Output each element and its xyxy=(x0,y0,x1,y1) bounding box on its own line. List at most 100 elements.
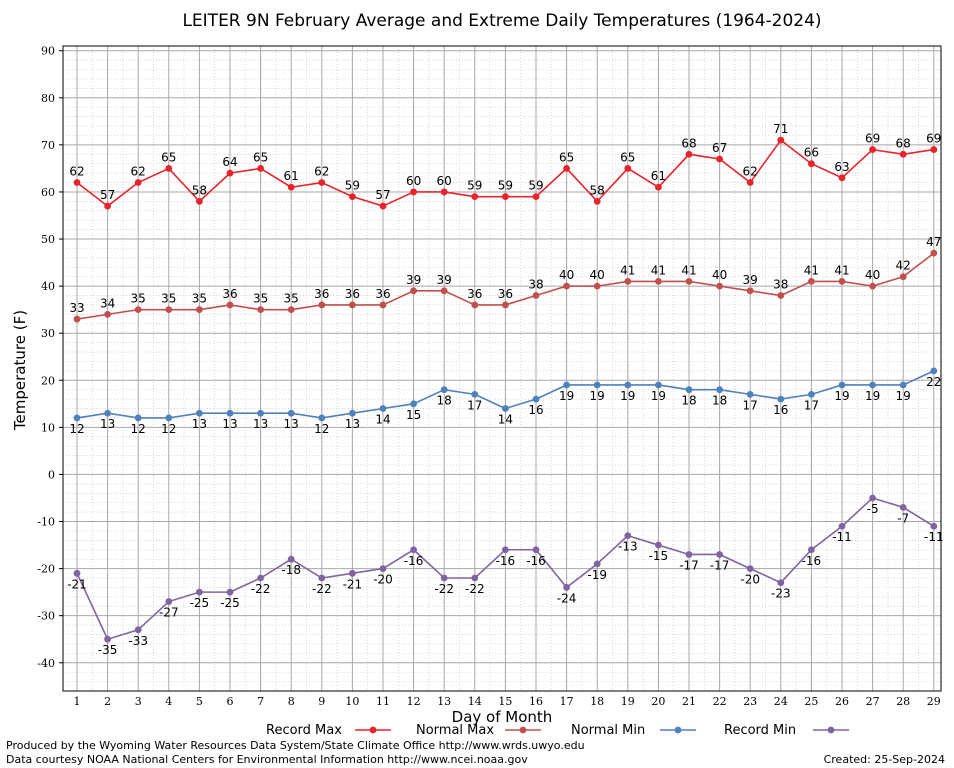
y-tick-label: 70 xyxy=(41,139,55,152)
footer-created-date: Created: 25-Sep-2024 xyxy=(824,753,945,766)
data-label-record-min: -13 xyxy=(618,540,638,554)
data-point-normal-max xyxy=(685,278,693,285)
data-point-normal-max xyxy=(593,282,601,290)
data-label-normal-min: 19 xyxy=(559,389,574,403)
x-tick-label: 14 xyxy=(468,695,482,708)
y-tick-label: 40 xyxy=(41,280,55,293)
data-point-normal-max xyxy=(379,301,387,309)
data-label-record-min: -33 xyxy=(128,634,148,648)
data-label-normal-max: 36 xyxy=(314,287,329,301)
data-label-normal-min: 13 xyxy=(192,417,207,431)
data-point-normal-min xyxy=(318,414,326,422)
data-point-normal-min xyxy=(349,409,356,417)
data-label-normal-max: 42 xyxy=(896,259,911,273)
data-point-record-max xyxy=(257,165,264,172)
data-label-normal-max: 41 xyxy=(834,263,849,277)
x-tick-label: 28 xyxy=(896,695,910,708)
data-label-normal-max: 36 xyxy=(375,287,390,301)
y-tick-label: 20 xyxy=(41,374,55,387)
data-label-record-max: 69 xyxy=(926,132,941,146)
data-label-normal-max: 40 xyxy=(865,268,880,282)
data-label-record-max: 67 xyxy=(712,141,727,155)
data-label-record-min: -17 xyxy=(710,558,730,572)
data-point-record-min xyxy=(593,560,601,568)
plot-frame xyxy=(62,45,942,692)
data-point-record-max xyxy=(716,155,723,163)
data-point-normal-min xyxy=(838,381,846,389)
data-point-normal-max xyxy=(440,287,448,295)
data-point-record-max xyxy=(838,174,846,182)
data-point-record-max xyxy=(532,193,540,201)
data-point-normal-max xyxy=(655,278,662,285)
data-point-normal-min xyxy=(379,405,387,412)
x-tick-label: 18 xyxy=(590,695,604,708)
x-tick-label: 17 xyxy=(560,695,574,708)
data-label-record-max: 57 xyxy=(100,188,115,202)
data-point-record-min xyxy=(746,565,754,572)
data-label-record-max: 62 xyxy=(743,165,758,179)
data-point-normal-max xyxy=(287,306,295,314)
data-label-normal-min: 19 xyxy=(896,389,911,403)
data-label-normal-max: 40 xyxy=(712,268,727,282)
y-tick-label: 50 xyxy=(41,233,55,246)
data-label-record-max: 59 xyxy=(528,179,543,193)
data-point-record-min xyxy=(502,546,509,554)
data-label-normal-min: 18 xyxy=(437,394,452,408)
data-label-record-min: -7 xyxy=(897,511,909,525)
data-label-record-max: 60 xyxy=(437,174,452,188)
data-label-record-max: 62 xyxy=(69,165,84,179)
x-tick-label: 25 xyxy=(804,695,818,708)
data-label-normal-min: 13 xyxy=(100,417,115,431)
legend-marker-record-min xyxy=(827,726,835,734)
data-point-record-min xyxy=(287,555,295,563)
data-point-record-min xyxy=(808,546,815,554)
y-tick-label: -10 xyxy=(37,516,55,529)
y-tick-label: -30 xyxy=(37,610,55,623)
data-point-normal-max xyxy=(869,282,876,290)
legend-label-normal-min: Normal Min xyxy=(571,723,645,738)
data-label-normal-max: 33 xyxy=(69,301,84,315)
data-point-record-max xyxy=(440,188,448,196)
data-label-record-max: 65 xyxy=(253,150,268,164)
legend-marker-record-max xyxy=(369,726,377,734)
data-point-record-min xyxy=(410,546,417,554)
data-point-normal-max xyxy=(716,282,723,290)
legend-marker-normal-min xyxy=(674,726,682,734)
data-label-normal-max: 40 xyxy=(590,268,605,282)
data-point-record-max xyxy=(73,179,81,186)
data-label-normal-min: 12 xyxy=(314,422,329,436)
data-point-normal-min xyxy=(471,390,479,398)
data-point-normal-max xyxy=(930,249,938,257)
x-axis-label: Day of Month xyxy=(452,708,553,726)
x-tick-label: 5 xyxy=(196,695,203,708)
x-tick-label: 21 xyxy=(682,695,696,708)
data-label-record-min: -16 xyxy=(526,554,546,568)
data-point-normal-max xyxy=(73,315,81,323)
data-label-normal-min: 18 xyxy=(681,394,696,408)
data-label-normal-min: 19 xyxy=(651,389,666,403)
data-label-normal-min: 13 xyxy=(222,417,237,431)
data-point-record-max xyxy=(563,165,570,172)
data-label-record-max: 58 xyxy=(192,183,207,197)
data-label-normal-min: 14 xyxy=(375,413,390,427)
data-label-record-min: -15 xyxy=(649,549,669,563)
data-label-normal-max: 41 xyxy=(620,263,635,277)
data-point-record-max xyxy=(593,197,601,205)
data-point-record-min xyxy=(899,503,907,511)
data-point-normal-min xyxy=(930,367,938,375)
data-label-normal-min: 16 xyxy=(528,403,543,417)
data-point-record-max xyxy=(471,193,479,201)
data-point-normal-min xyxy=(746,390,754,398)
data-label-record-min: -23 xyxy=(771,587,791,601)
data-point-record-max xyxy=(410,188,417,196)
data-point-record-min xyxy=(685,551,693,558)
data-label-normal-max: 39 xyxy=(406,273,421,287)
data-point-normal-max xyxy=(532,292,540,299)
data-point-record-max xyxy=(808,160,815,168)
data-label-normal-min: 17 xyxy=(804,398,819,412)
data-label-normal-max: 41 xyxy=(804,263,819,277)
legend-label-record-max: Record Max xyxy=(266,723,342,738)
data-point-normal-min xyxy=(440,386,448,394)
x-tick-label: 7 xyxy=(257,695,264,708)
